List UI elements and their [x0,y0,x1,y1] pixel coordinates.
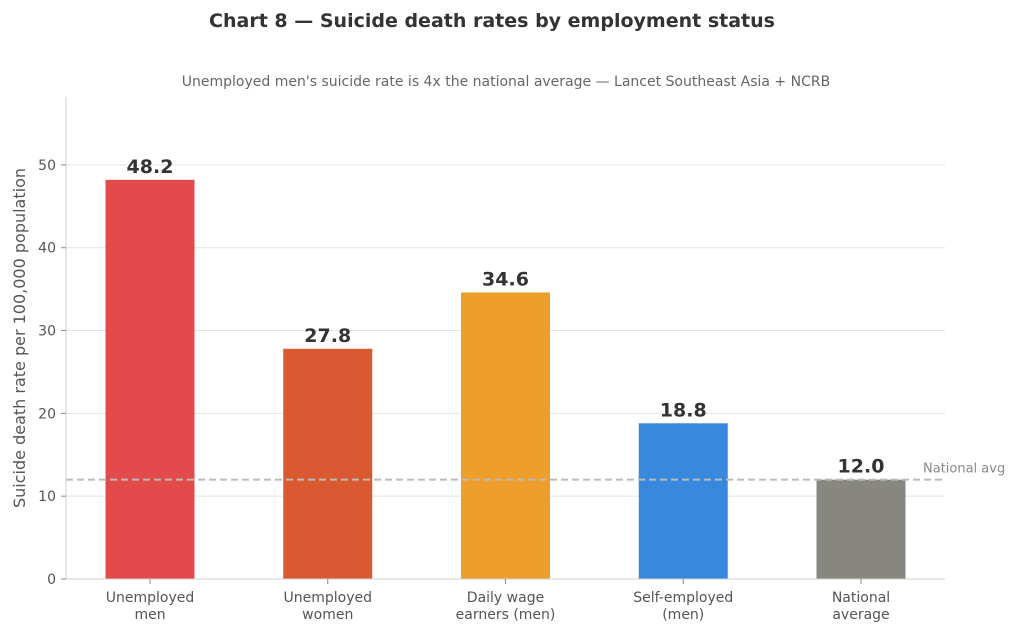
bar [461,292,550,579]
y-tick-label: 10 [38,489,56,505]
y-tick-label: 40 [38,241,56,257]
chart-subtitle: Unemployed men's suicide rate is 4x the … [182,74,830,90]
bar [105,179,195,579]
value-label: 48.2 [127,156,174,178]
reference-line-group: National avg [66,462,1005,481]
y-tick-label: 0 [47,572,56,588]
y-axis-label: Suicide death rate per 100,000 populatio… [10,168,29,508]
value-label: 18.8 [660,399,707,421]
y-tick-label: 20 [38,406,56,422]
bar [816,479,906,579]
reference-line-label: National avg [923,462,1005,477]
value-label: 34.6 [482,268,529,290]
y-tick-label: 50 [38,158,56,174]
value-labels: 48.2 27.8 34.6 18.8 12.0 [127,156,885,478]
y-tick-label: 30 [38,324,56,340]
bar [638,423,728,579]
x-tick-label: Self-employed (men) [633,590,733,623]
x-tick-label: National average [832,590,890,623]
x-ticks: Unemployed men Unemployed women Daily wage ea… [106,579,890,623]
value-label: 27.8 [304,325,351,347]
x-tick-label: Unemployed men [106,590,195,623]
x-tick-label: Daily wage earners (men) [456,590,556,623]
chart-title: Chart 8 — Suicide death rates by employm… [209,10,775,32]
y-ticks: 0 10 20 30 40 50 [38,158,66,588]
bar [283,348,373,579]
value-label: 12.0 [838,456,885,478]
x-tick-label: Unemployed women [284,590,373,623]
bars [105,179,906,579]
